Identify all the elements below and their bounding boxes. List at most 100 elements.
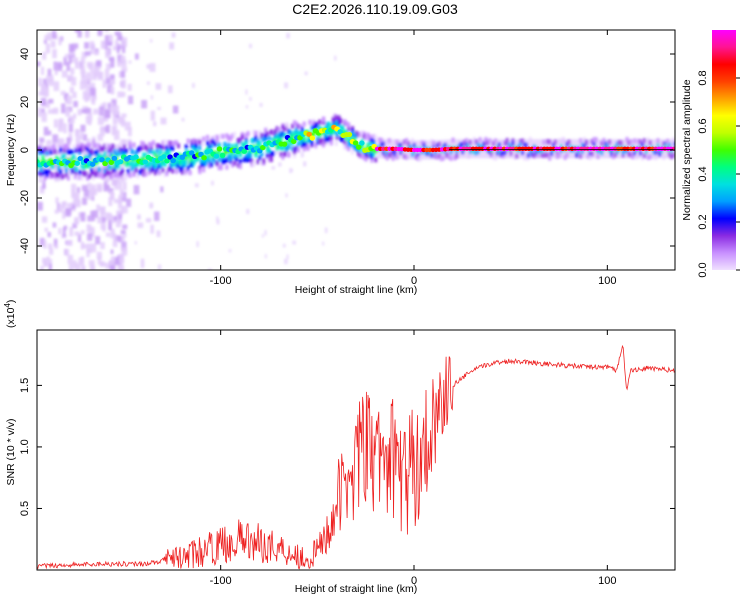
band-cell (146, 146, 150, 152)
band-cell (275, 134, 279, 140)
band-cell (215, 134, 219, 140)
band-cell (159, 144, 163, 150)
band-cell (192, 138, 196, 144)
noise-cell (109, 260, 115, 267)
band-cell (329, 140, 333, 146)
noise-cell (52, 49, 57, 59)
band-cell (347, 146, 351, 152)
noise-cell (121, 59, 127, 67)
noise-cell (264, 254, 267, 259)
colorbar-tick-label: 0.2 (697, 214, 709, 229)
noise-cell (65, 248, 70, 256)
band-cell (343, 144, 347, 150)
band-cell (109, 174, 113, 180)
noise-cell (37, 201, 43, 211)
ridge-cell (74, 160, 81, 166)
band-cell (103, 143, 107, 149)
noise-cell (286, 254, 289, 260)
noise-cell (103, 44, 108, 50)
ridge-cell (260, 145, 266, 151)
band-cell (269, 129, 273, 135)
noise-cell (73, 100, 78, 108)
noise-cell (80, 57, 86, 65)
noise-cell (51, 30, 57, 39)
band-cell (39, 171, 43, 177)
band-cell (292, 120, 297, 126)
band-cell (267, 135, 271, 141)
band-cell (238, 158, 242, 164)
band-cell (314, 142, 318, 148)
band-cell (128, 161, 132, 167)
noise-cell (71, 183, 77, 191)
noise-cell (53, 81, 60, 91)
band-cell (275, 144, 279, 150)
band-cell (134, 167, 138, 173)
band-cell (233, 131, 237, 137)
band-cell (169, 140, 173, 146)
ridge-cell (188, 150, 195, 156)
band-cell (246, 149, 250, 155)
band-cell (80, 175, 84, 181)
noise-cell (117, 235, 123, 243)
band-cell (130, 160, 134, 166)
noise-cell (61, 70, 68, 78)
band-cell (325, 137, 329, 143)
noise-cell (111, 216, 118, 221)
band-cell (300, 126, 304, 132)
band-cell (238, 152, 242, 158)
band-cell (341, 135, 345, 141)
noise-cell (71, 76, 77, 86)
band-cell (167, 149, 171, 155)
snr-multiplier: (x104) (3, 300, 17, 328)
band-cell (248, 156, 252, 162)
noise-cell (49, 248, 54, 255)
band-cell (329, 135, 333, 141)
ridge-cell (167, 154, 173, 160)
band-cell (188, 161, 192, 167)
noise-cell (261, 234, 264, 238)
band-cell (190, 161, 194, 167)
noise-cell (75, 262, 81, 270)
noise-cell (85, 93, 91, 101)
band-cell (281, 145, 285, 151)
band-cell (62, 162, 67, 168)
band-cell (66, 149, 70, 155)
band-cell (167, 140, 171, 146)
band-cell (190, 156, 194, 162)
band-cell (70, 168, 74, 174)
band-cell (252, 137, 256, 143)
band-cell (188, 159, 192, 165)
noise-cell (62, 210, 66, 219)
band-cell (366, 132, 370, 138)
band-cell (51, 172, 55, 178)
band-cell (147, 142, 152, 148)
band-cell (62, 144, 67, 150)
band-cell (209, 136, 213, 142)
band-cell (109, 147, 113, 153)
band-cell (298, 130, 302, 136)
band-cell (240, 134, 244, 140)
noise-cell (110, 79, 116, 85)
noise-cell (171, 32, 176, 38)
noise-cell (289, 168, 292, 174)
band-cell (82, 143, 86, 149)
band-cell (153, 170, 157, 176)
band-cell (333, 120, 337, 126)
noise-cell (117, 91, 123, 98)
noise-cell (335, 140, 338, 146)
noise-cell (105, 232, 110, 237)
band-cell (51, 163, 55, 169)
band-cell (182, 162, 186, 168)
noise-cell (300, 151, 305, 158)
noise-cell (104, 69, 110, 79)
ridge-cell (219, 152, 226, 158)
band-cell (291, 146, 295, 152)
ridge-cell (346, 131, 353, 138)
noise-cell (94, 167, 100, 175)
band-cell (262, 158, 266, 164)
band-cell (335, 131, 339, 137)
band-cell (157, 163, 161, 169)
noise-cell (47, 149, 51, 156)
band-cell (356, 131, 360, 137)
band-cell (366, 144, 370, 150)
